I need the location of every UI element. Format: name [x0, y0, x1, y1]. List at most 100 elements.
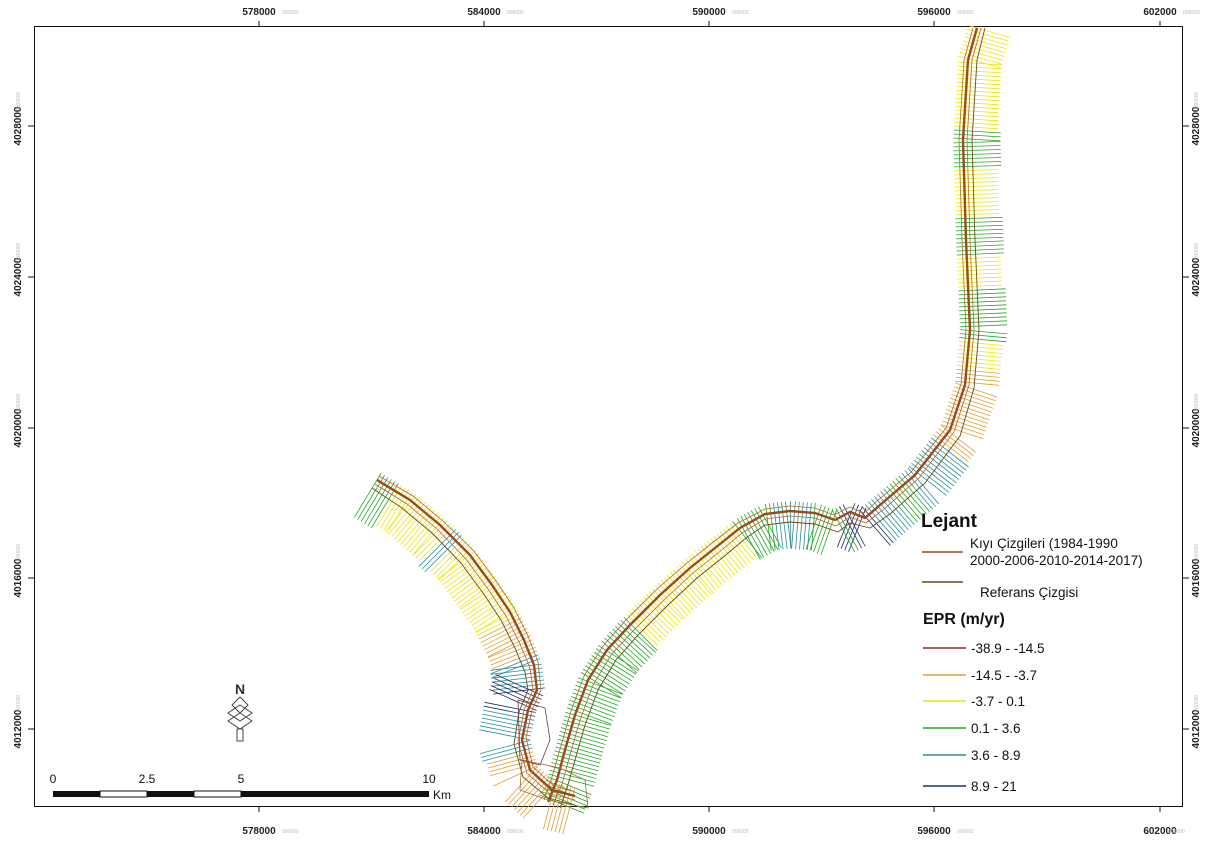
shoreline-variant	[374, 483, 576, 801]
transect-line	[803, 502, 808, 550]
transect-line	[353, 472, 382, 518]
legend-epr-label: -3.7 - 0.1	[971, 694, 1025, 709]
transect-line	[743, 514, 768, 556]
transect-line	[620, 620, 656, 653]
transect-line	[955, 380, 1000, 386]
transect-line	[961, 44, 1005, 57]
y-tick-right-sublabel: 000000	[1194, 393, 1200, 410]
transect-line	[777, 502, 784, 550]
scale-segment	[193, 790, 242, 798]
transect-line	[953, 386, 996, 402]
y-tick-right-label: 4020000	[1191, 408, 1202, 447]
shoreline-variant	[552, 27, 982, 806]
transect-line	[571, 696, 616, 714]
transect-line	[956, 89, 1001, 94]
transect-line	[954, 117, 999, 122]
transect-line	[551, 762, 598, 776]
transect-line	[820, 509, 838, 555]
transect-line	[952, 390, 995, 405]
transect-line	[892, 480, 924, 518]
transect-line	[955, 213, 1000, 216]
transect-line	[649, 591, 681, 623]
x-tick-top-sublabel: 000000	[507, 10, 524, 16]
transect-line	[958, 304, 1007, 308]
transect-line	[757, 506, 782, 548]
transect-line	[550, 765, 597, 779]
transect-line	[947, 405, 990, 421]
y-tick-right-label: 4012000	[1191, 709, 1202, 748]
transect-line	[957, 276, 1002, 280]
legend-epr-label: -14.5 - -3.7	[971, 668, 1037, 683]
legend-title: Lejant	[921, 511, 978, 532]
transect-line	[957, 73, 1002, 78]
transect-line	[904, 470, 937, 507]
transect-line	[840, 504, 859, 549]
transect-line	[606, 634, 643, 668]
transect-line	[955, 229, 1004, 232]
transect-line	[953, 129, 1001, 134]
scale-unit: Km	[433, 788, 451, 802]
scale-segment	[147, 791, 194, 797]
x-tick-bottom-label: 602000	[1143, 826, 1177, 837]
y-axis-left: 4028000 4024000 4020000 4016000 4012000 …	[13, 91, 35, 748]
transect-line	[955, 217, 1003, 220]
x-tick-bottom-sublabel: 000000	[282, 829, 299, 835]
transect-line	[643, 597, 675, 629]
transect-line	[617, 622, 654, 656]
scale-segment	[99, 790, 148, 798]
scale-segment	[241, 791, 429, 797]
transect-line	[604, 637, 640, 671]
transect-line	[954, 185, 999, 188]
x-tick-top-label: 602000	[1143, 7, 1177, 18]
transect-line	[955, 237, 1004, 240]
transect-line	[799, 501, 804, 550]
transect-line	[953, 145, 1001, 148]
transect-line	[865, 504, 897, 541]
transect-line	[898, 475, 930, 512]
transect-line	[566, 707, 612, 725]
transect-line	[955, 97, 1000, 102]
transect-line	[883, 488, 915, 525]
transect-line	[732, 520, 763, 559]
transect-line	[552, 758, 599, 772]
transect-line	[948, 401, 991, 417]
transect-line	[563, 719, 609, 734]
transect-line	[951, 394, 994, 409]
transect-line	[593, 651, 635, 678]
transect-line	[858, 509, 891, 546]
transect-line	[921, 450, 960, 480]
transect-line	[954, 197, 999, 200]
transect-line	[955, 377, 1000, 382]
transect-line	[955, 105, 1000, 110]
transect-line	[956, 240, 1004, 244]
transect-line	[959, 333, 1007, 339]
x-tick-top-sublabel: 000000	[1183, 10, 1200, 16]
y-tick-right-label: 4028000	[1191, 106, 1202, 145]
transect-line	[954, 189, 999, 192]
y-tick-left-label: 4024000	[13, 257, 24, 296]
transect-line	[928, 440, 967, 471]
transect-line	[861, 506, 894, 544]
transect-line	[811, 502, 816, 551]
y-tick-left-sublabel: 000000	[16, 242, 22, 259]
legend-epr-label: 0.1 - 3.6	[971, 721, 1021, 736]
y-tick-right-sublabel: 000000	[1194, 242, 1200, 259]
transect-line	[953, 173, 999, 176]
legend-epr-label: -38.9 - -14.5	[971, 641, 1045, 656]
transect-line	[835, 508, 859, 551]
transect-line	[958, 292, 1006, 296]
transect-line	[956, 85, 1001, 90]
transect-line	[959, 51, 1003, 65]
transect-line	[561, 723, 608, 738]
transect-line	[573, 688, 619, 706]
transect-line	[959, 312, 1007, 316]
transect-line	[954, 121, 999, 126]
legend-baseline-label: Referans Çizgisi	[980, 585, 1078, 600]
transect-line	[953, 137, 1001, 142]
scale-segment	[53, 791, 100, 797]
transect-line	[736, 517, 761, 560]
transect-line	[868, 501, 900, 538]
shoreline-variant	[543, 27, 974, 801]
transect-line	[954, 113, 999, 118]
transect-line	[565, 711, 612, 726]
